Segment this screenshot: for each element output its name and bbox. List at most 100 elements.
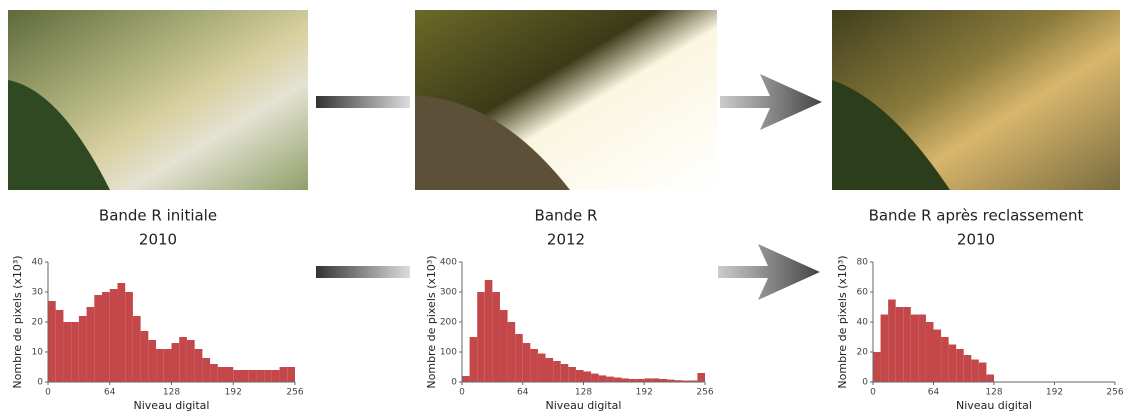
bar — [598, 375, 607, 382]
x-axis-label: Niveau digital — [134, 399, 210, 412]
bar — [469, 337, 478, 382]
bar — [651, 378, 660, 382]
bar — [918, 314, 926, 382]
x-tick-label: 128 — [985, 388, 1002, 398]
arrow — [718, 244, 820, 300]
x-tick-label: 64 — [517, 388, 529, 398]
y-tick-label: 0 — [862, 378, 868, 388]
bar — [210, 364, 218, 382]
y-tick-label: 60 — [857, 288, 869, 298]
bar — [591, 373, 599, 382]
bar — [560, 364, 569, 382]
bar — [78, 316, 87, 382]
photo — [832, 10, 1120, 190]
chart-title: Bande R après reclassement — [869, 207, 1084, 225]
x-tick-label: 192 — [225, 388, 242, 398]
bar — [507, 322, 516, 382]
bar — [530, 349, 538, 382]
bar — [644, 378, 652, 382]
bar — [477, 292, 485, 382]
bar — [271, 370, 280, 382]
x-tick-label: 256 — [286, 388, 303, 398]
x-tick-label: 0 — [45, 388, 51, 398]
y-axis-label: Nombre de pixels (x10³) — [836, 255, 849, 388]
x-tick-label: 192 — [1046, 388, 1063, 398]
arrow — [316, 96, 410, 108]
bar — [179, 337, 187, 382]
bar — [117, 283, 126, 382]
bar — [163, 349, 172, 382]
photo — [8, 10, 308, 190]
bar — [484, 280, 493, 382]
y-tick-label: 10 — [32, 348, 44, 358]
bar — [606, 376, 614, 382]
y-tick-label: 300 — [440, 288, 457, 298]
bar — [63, 322, 72, 382]
y-tick-label: 0 — [451, 378, 457, 388]
bar — [55, 310, 64, 382]
y-tick-label: 0 — [37, 378, 43, 388]
bar — [140, 331, 149, 382]
bar — [248, 370, 257, 382]
bar — [537, 353, 546, 382]
bar — [287, 367, 295, 382]
x-tick-label: 64 — [104, 388, 116, 398]
bar — [933, 329, 942, 382]
bar — [697, 373, 705, 382]
y-tick-label: 200 — [440, 318, 457, 328]
bar — [102, 292, 110, 382]
chart-subtitle: 2012 — [547, 231, 585, 249]
bar — [888, 299, 896, 382]
bar — [233, 370, 241, 382]
bar — [575, 370, 584, 382]
bar — [545, 358, 554, 382]
bar — [125, 292, 133, 382]
bar — [225, 367, 234, 382]
bar — [978, 362, 987, 382]
chart-title: Bande R — [535, 207, 598, 225]
bar — [48, 301, 56, 382]
arrow — [720, 74, 822, 130]
bar — [682, 380, 690, 382]
bar — [956, 349, 964, 382]
y-tick-label: 80 — [857, 258, 869, 268]
bar — [462, 376, 470, 382]
bar — [522, 343, 531, 382]
bar — [515, 334, 523, 382]
x-tick-label: 0 — [870, 388, 876, 398]
y-axis-label: Nombre de pixels (x10³) — [11, 255, 24, 388]
bar — [621, 378, 630, 382]
bar — [256, 370, 265, 382]
x-axis-label: Niveau digital — [546, 399, 622, 412]
bar — [636, 379, 645, 382]
bar — [659, 379, 668, 382]
bar — [941, 337, 949, 382]
y-tick-label: 40 — [32, 258, 44, 268]
bar — [910, 314, 919, 382]
bar — [613, 377, 622, 382]
bar — [279, 367, 288, 382]
bar — [903, 307, 911, 382]
bar — [132, 316, 141, 382]
bar — [202, 358, 211, 382]
bar — [880, 314, 889, 382]
y-tick-label: 400 — [440, 258, 457, 268]
bar — [553, 361, 561, 382]
bar — [194, 349, 203, 382]
y-axis-label: Nombre de pixels (x10³) — [425, 255, 438, 388]
bar — [217, 367, 226, 382]
bar — [148, 340, 157, 382]
y-tick-label: 20 — [32, 318, 44, 328]
bar — [171, 343, 180, 382]
bar — [873, 352, 881, 382]
bar — [499, 310, 508, 382]
chart-title: Bande R initiale — [99, 207, 217, 225]
x-tick-label: 256 — [1106, 388, 1123, 398]
x-tick-label: 64 — [928, 388, 940, 398]
arrow — [316, 266, 410, 278]
bar — [674, 380, 683, 382]
bar — [240, 370, 249, 382]
bar — [492, 292, 500, 382]
bar — [264, 370, 272, 382]
